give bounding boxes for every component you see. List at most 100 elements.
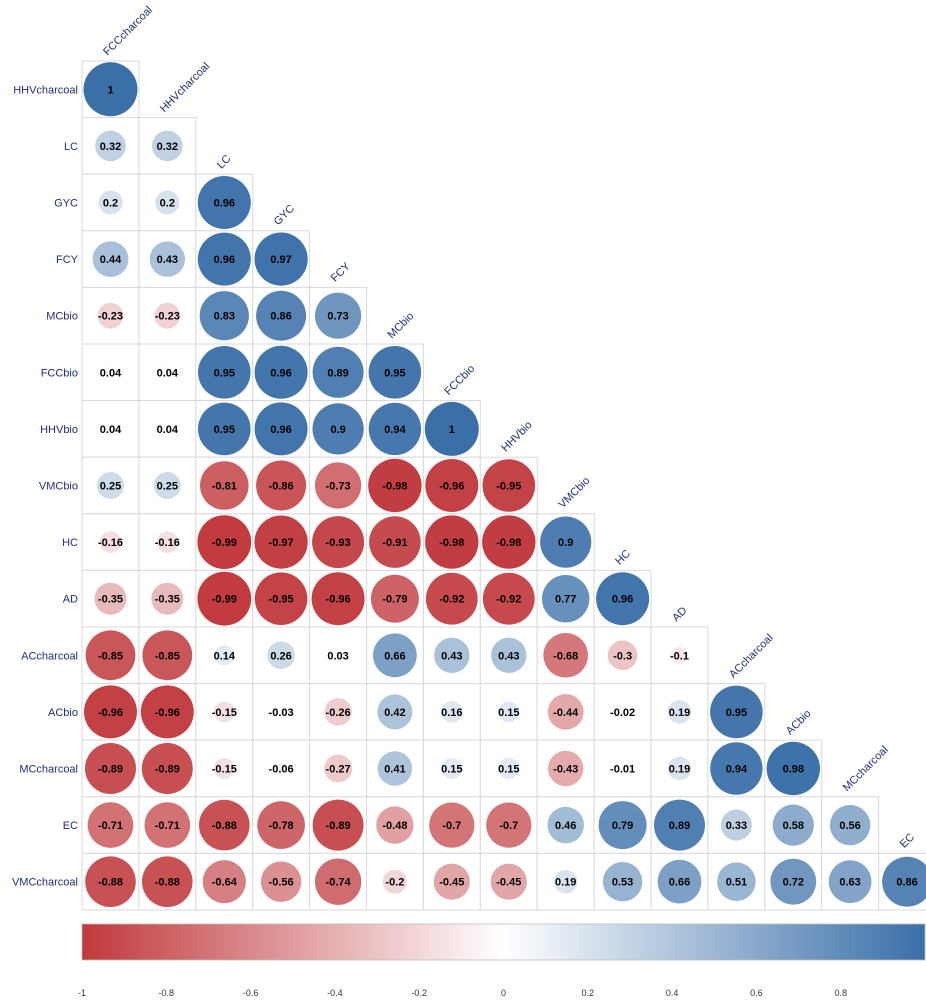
row-label: AD — [63, 594, 78, 606]
correlation-circle — [429, 802, 475, 848]
correlation-value: -0.89 — [155, 764, 180, 776]
correlation-value: 0.25 — [157, 481, 178, 493]
correlation-value: -0.23 — [98, 311, 123, 323]
correlation-value: 0.14 — [214, 650, 236, 662]
correlation-value: -0.35 — [98, 594, 123, 606]
column-label: FCCbio — [442, 363, 477, 398]
correlation-circle — [498, 758, 520, 779]
correlation-value: -0.02 — [610, 707, 635, 719]
row-label: GYC — [54, 198, 78, 210]
correlation-value: 0.83 — [214, 311, 235, 323]
color-legend: -1 -0.8 -0.6 -0.4 -0.2 0 0.2 0.4 0.6 0.8 — [78, 923, 926, 998]
correlation-circle — [105, 366, 116, 378]
correlation-value: -0.98 — [496, 537, 521, 549]
correlation-circle — [486, 802, 532, 848]
correlation-value: 0.16 — [441, 707, 462, 719]
correlation-value: 0.86 — [896, 877, 917, 889]
correlation-value: -0.97 — [269, 537, 294, 549]
correlation-value: -0.44 — [553, 707, 579, 719]
correlation-value: 0.43 — [441, 650, 462, 662]
correlation-circle — [425, 459, 479, 512]
correlation-value: 0.95 — [726, 707, 747, 719]
correlation-value: -0.79 — [382, 594, 407, 606]
grid-cell — [138, 230, 197, 288]
correlation-value: -0.86 — [269, 481, 294, 493]
correlation-value: -0.45 — [439, 877, 464, 889]
correlation-circle — [105, 423, 116, 435]
correlation-circle — [254, 345, 308, 399]
correlation-circle — [198, 346, 251, 399]
correlation-circle — [324, 754, 353, 783]
correlation-circle — [85, 856, 136, 907]
correlation-value: 1 — [107, 84, 113, 96]
correlation-value: -0.16 — [155, 537, 180, 549]
row-label: FCCbio — [41, 367, 78, 379]
correlation-circle — [373, 633, 417, 678]
correlation-circle — [254, 572, 308, 625]
color-legend-tick-label: -0.8 — [159, 988, 175, 998]
correlation-value: -0.96 — [439, 481, 464, 493]
correlation-value: 0.19 — [555, 877, 576, 889]
correlation-circle — [368, 346, 422, 399]
correlation-circle — [254, 515, 308, 569]
color-legend-tick-label: -1 — [78, 988, 86, 998]
correlation-circle — [710, 685, 763, 739]
correlation-value: 0.96 — [214, 198, 235, 210]
correlation-value: -0.92 — [496, 594, 521, 606]
correlation-circle — [85, 630, 136, 681]
correlation-circle — [267, 641, 295, 670]
correlation-circle — [882, 856, 926, 907]
correlation-circle — [618, 708, 627, 716]
correlation-value: 0.25 — [100, 481, 121, 493]
correlation-value: -0.7 — [442, 820, 461, 832]
correlation-value: 0.56 — [839, 820, 860, 832]
row-label: VMCcharcoal — [12, 877, 78, 889]
correlation-circle — [142, 856, 193, 907]
correlation-circle — [491, 637, 527, 673]
correlation-value: 0.19 — [669, 764, 690, 776]
correlation-circle — [369, 516, 421, 568]
correlation-circle — [199, 799, 250, 851]
color-legend-tick-label: 0.6 — [750, 988, 763, 998]
correlation-value: 0.2 — [103, 198, 118, 210]
correlation-circle — [498, 701, 520, 723]
correlation-circle — [482, 459, 536, 512]
correlation-circle — [667, 756, 692, 781]
correlation-circle — [97, 302, 124, 329]
correlation-value: 0.94 — [726, 764, 748, 776]
correlation-circle — [83, 62, 138, 117]
correlation-circle — [200, 461, 249, 510]
correlation-circle — [547, 694, 584, 730]
correlation-circle — [553, 869, 578, 894]
correlation-circle — [202, 860, 246, 904]
column-label: GYC — [272, 203, 297, 228]
correlation-value: -0.71 — [98, 820, 123, 832]
correlation-value: -0.93 — [326, 537, 351, 549]
correlation-value: -0.96 — [155, 707, 180, 719]
column-label: FCY — [329, 260, 354, 285]
correlation-value: -0.71 — [155, 820, 180, 832]
correlation-circle — [254, 232, 308, 286]
correlation-circle — [315, 462, 362, 509]
correlation-circle — [829, 804, 871, 846]
correlation-value: 0.77 — [555, 594, 576, 606]
correlation-circle — [260, 861, 302, 902]
correlation-value: 0.33 — [726, 820, 747, 832]
correlation-value: -0.48 — [382, 820, 407, 832]
correlation-circle — [98, 190, 123, 215]
correlation-circle — [598, 801, 647, 850]
correlation-value: -0.7 — [499, 820, 518, 832]
column-label: MCbio — [386, 310, 417, 341]
correlation-value: 0.95 — [384, 367, 405, 379]
correlation-value: -0.89 — [326, 820, 351, 832]
correlation-value: 0.26 — [270, 650, 291, 662]
correlation-value: -0.26 — [326, 707, 351, 719]
correlation-circle — [256, 290, 307, 341]
correlation-circle — [154, 302, 181, 329]
correlation-circle — [482, 572, 535, 625]
correlation-value: 0.15 — [441, 764, 462, 776]
correlation-value: 0.86 — [270, 311, 291, 323]
correlation-value: -0.78 — [269, 820, 294, 832]
correlation-value: -0.15 — [212, 707, 237, 719]
correlation-circle — [377, 694, 413, 730]
